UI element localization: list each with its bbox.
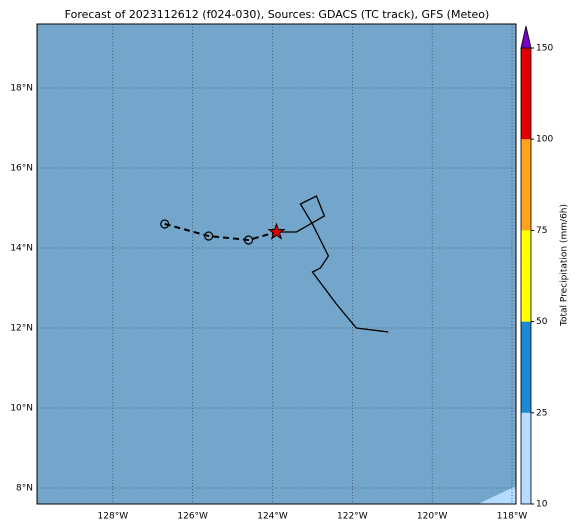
colorbar-label: Total Precipitation (mm/6h) (560, 204, 570, 327)
colorbar-bin (521, 230, 531, 322)
current-position (267, 222, 286, 240)
map-frame (36, 23, 517, 505)
colorbar-tick-label: 75 (536, 226, 547, 236)
colorbar-bin (521, 412, 531, 504)
land (478, 486, 516, 504)
track-line (276, 195, 389, 333)
colorbar-tick-label: 25 (536, 408, 547, 418)
colorbar-tick-label: 150 (536, 44, 553, 54)
track-point (243, 235, 254, 245)
y-tick-label: 14°N (10, 244, 33, 254)
y-tick-label: 8°N (16, 484, 33, 494)
x-tick-label: 120°W (417, 512, 448, 522)
colorbar-bin (521, 321, 531, 413)
forecast-track (164, 223, 277, 242)
colorbar-tick-label: 50 (536, 317, 548, 327)
colorbar-extend (520, 25, 532, 49)
colorbar-bin (521, 48, 531, 140)
colorbar-bin (521, 139, 531, 231)
y-tick-label: 16°N (10, 164, 33, 174)
colorbar: 10 25 50 75 100 150 (520, 25, 553, 510)
y-tick-label: 10°N (10, 404, 33, 414)
track-point (160, 219, 170, 229)
colorbar-tick-label: 10 (536, 500, 548, 510)
ocean (37, 24, 516, 504)
y-tick-label: 18°N (10, 84, 33, 94)
track-point (204, 231, 214, 241)
x-tick-label: 122°W (337, 512, 368, 522)
x-tick-label: 128°W (98, 512, 129, 522)
map-title: Forecast of 2023112612 (f024-030), Sourc… (65, 8, 490, 21)
x-tick-label: 124°W (257, 512, 288, 522)
colorbar-tick-label: 100 (536, 135, 553, 145)
y-tick-label: 12°N (10, 324, 33, 334)
colorbar-frame (520, 47, 532, 505)
map-area: 128°W 126°W 124°W 122°W 120°W 118°W 8°N 10°N 12°… (10, 23, 528, 522)
x-tick-label: 118°W (497, 512, 528, 522)
x-tick-label: 126°W (177, 512, 208, 522)
